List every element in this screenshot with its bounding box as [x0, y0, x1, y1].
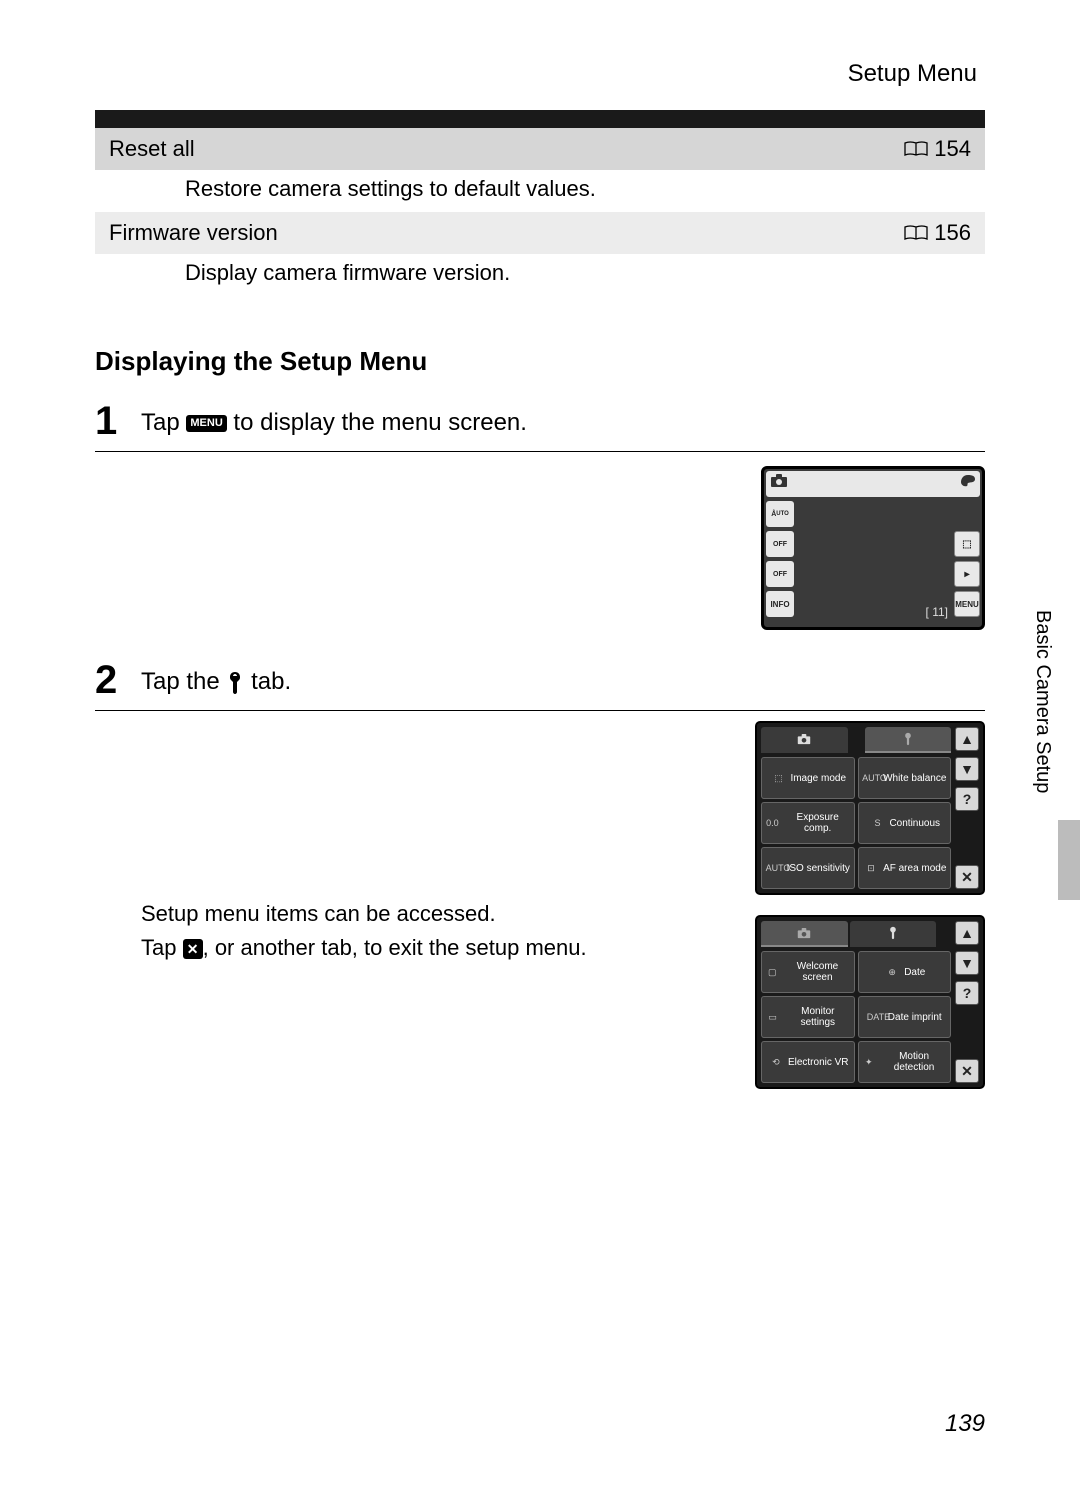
tab-setup[interactable]: [865, 727, 952, 753]
scroll-down-button[interactable]: ▼: [955, 757, 979, 781]
step2-desc-line2: Tap ✕, or another tab, to exit the setup…: [141, 935, 717, 961]
side-tab-marker: [1058, 820, 1080, 900]
wrench-icon: [226, 672, 244, 694]
page-ref-num: 154: [934, 136, 971, 162]
menu-item-welcome-screen[interactable]: ▢Welcome screen: [761, 951, 855, 993]
shooting-menu-screen: ⬚Image mode AUTOWhite balance 0.0Exposur…: [755, 721, 985, 895]
menu-row-label: Reset all: [109, 136, 195, 162]
close-icon: ✕: [183, 939, 203, 959]
menu-row-reset: Reset all 154: [95, 128, 985, 170]
info-icon: INFO: [766, 591, 794, 617]
playback-icon: ▸: [954, 561, 980, 587]
help-button[interactable]: ?: [955, 981, 979, 1005]
scroll-up-button[interactable]: ▲: [955, 921, 979, 945]
page-number: 139: [945, 1410, 985, 1438]
menu-item-image-mode[interactable]: ⬚Image mode: [761, 757, 855, 799]
menu-item-electronic-vr[interactable]: ⟲Electronic VR: [761, 1041, 855, 1083]
section-heading: Displaying the Setup Menu: [95, 346, 985, 377]
menu-item-af-area[interactable]: ⊡AF area mode: [858, 847, 952, 889]
menu-grid: ▢Welcome screen ⊕Date ▭Monitor settings …: [761, 951, 951, 1083]
camera-screen-preview: ÅUTO OFF OFF INFO ⬚ ▸ MENU [ 11]: [761, 466, 985, 630]
step-text: Tap the tab.: [141, 660, 985, 696]
menu-row-description: Restore camera settings to default value…: [95, 170, 985, 212]
book-icon: [904, 225, 928, 241]
step-2: 2 Tap the tab.: [95, 660, 985, 711]
menu-item-continuous[interactable]: SContinuous: [858, 802, 952, 844]
step2-desc-line1: Setup menu items can be accessed.: [141, 901, 717, 927]
step-text: Tap MENU to display the menu screen.: [141, 401, 985, 437]
image-mode-icon: ⬚: [954, 531, 980, 557]
menu-grid: ⬚Image mode AUTOWhite balance 0.0Exposur…: [761, 757, 951, 889]
side-section-label: Basic Camera Setup: [1031, 610, 1054, 793]
auto-mode-icon: ÅUTO: [766, 501, 794, 527]
macro-off-icon: OFF: [766, 561, 794, 587]
menu-item-monitor-settings[interactable]: ▭Monitor settings: [761, 996, 855, 1038]
tab-setup[interactable]: [850, 921, 937, 947]
tab-shooting[interactable]: [761, 921, 848, 947]
header-bar: [95, 110, 985, 128]
step-text-part: tab.: [244, 668, 291, 695]
book-icon: [904, 141, 928, 157]
page-ref-num: 156: [934, 220, 971, 246]
close-button[interactable]: ✕: [955, 1059, 979, 1083]
step-number: 2: [95, 660, 125, 700]
step-2-body: Setup menu items can be accessed. Tap ✕,…: [95, 721, 985, 1109]
flash-off-icon: OFF: [766, 531, 794, 557]
page-reference: 154: [904, 136, 971, 162]
menu-row-description: Display camera firmware version.: [95, 254, 985, 296]
menu-row-firmware: Firmware version 156: [95, 212, 985, 254]
menu-item-iso[interactable]: AUTOISO sensitivity: [761, 847, 855, 889]
menu-item-exposure-comp[interactable]: 0.0Exposure comp.: [761, 802, 855, 844]
step-number: 1: [95, 401, 125, 441]
close-button[interactable]: ✕: [955, 865, 979, 889]
menu-row-label: Firmware version: [109, 220, 278, 246]
step-text-part: Tap the: [141, 668, 226, 695]
help-button[interactable]: ?: [955, 787, 979, 811]
menu-icon: MENU: [186, 415, 226, 432]
palette-icon: [960, 474, 976, 488]
menu-item-date[interactable]: ⊕Date: [858, 951, 952, 993]
page-header-title: Setup Menu: [95, 60, 985, 88]
setup-menu-screen: ▢Welcome screen ⊕Date ▭Monitor settings …: [755, 915, 985, 1089]
page-reference: 156: [904, 220, 971, 246]
menu-button-icon: MENU: [954, 591, 980, 617]
menu-item-white-balance[interactable]: AUTOWhite balance: [858, 757, 952, 799]
step-text-part: Tap: [141, 409, 186, 436]
tab-row: [761, 921, 951, 947]
step-1: 1 Tap MENU to display the menu screen.: [95, 401, 985, 452]
camera-icon: [770, 474, 788, 488]
menu-item-motion-detection[interactable]: ✦Motion detection: [858, 1041, 952, 1083]
step-text-part: to display the menu screen.: [227, 409, 527, 436]
scroll-down-button[interactable]: ▼: [955, 951, 979, 975]
tab-shooting[interactable]: [761, 727, 848, 753]
shot-counter: [ 11]: [926, 605, 948, 619]
menu-item-date-imprint[interactable]: DATEDate imprint: [858, 996, 952, 1038]
step-1-body: ÅUTO OFF OFF INFO ⬚ ▸ MENU [ 11]: [95, 462, 985, 630]
scroll-up-button[interactable]: ▲: [955, 727, 979, 751]
tab-row: [761, 727, 951, 753]
